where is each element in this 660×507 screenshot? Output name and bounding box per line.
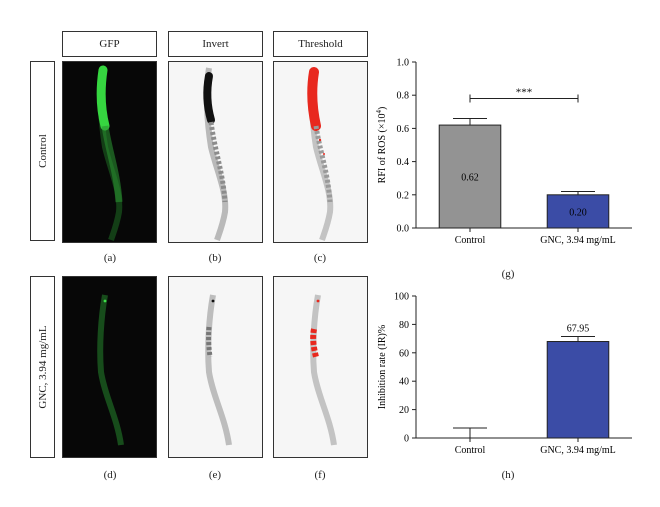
y-tick-label: 80 bbox=[399, 320, 409, 331]
caption-a: (a) bbox=[103, 252, 117, 264]
caption-f: (f) bbox=[314, 469, 326, 481]
row-label-control-text: Control bbox=[36, 134, 49, 168]
header-invert-label: Invert bbox=[202, 38, 229, 50]
y-tick-label: 0.0 bbox=[397, 224, 410, 235]
x-tick-label: Control bbox=[455, 235, 486, 246]
caption-d: (d) bbox=[103, 469, 117, 481]
bar bbox=[546, 194, 610, 229]
caption-b: (b) bbox=[208, 252, 222, 264]
y-tick-label: 0.8 bbox=[397, 91, 410, 102]
row-label-gnc-text: GNC, 3.94 mg/mL bbox=[36, 325, 49, 409]
y-axis-label: RFI of ROS (×104) bbox=[375, 107, 388, 184]
y-axis-label: Inhibition rate (IR)% bbox=[377, 325, 388, 409]
significance-label: *** bbox=[516, 87, 533, 99]
y-tick-label: 0.2 bbox=[397, 190, 410, 201]
image-threshold-gnc bbox=[273, 276, 368, 458]
header-invert: Invert bbox=[168, 31, 263, 57]
caption-h: (h) bbox=[501, 469, 515, 481]
x-tick-label: GNC, 3.94 mg/mL bbox=[540, 445, 616, 456]
caption-g: (g) bbox=[501, 268, 515, 280]
x-tick-label: Control bbox=[455, 445, 486, 456]
caption-c: (c) bbox=[313, 252, 327, 264]
data-label: 0.62 bbox=[461, 173, 479, 184]
bar bbox=[546, 341, 610, 439]
y-tick-label: 40 bbox=[399, 377, 409, 388]
y-axis-label-main: RFI of ROS (×10 bbox=[377, 114, 388, 184]
chart-ros: 0.0 0.2 0.4 0.6 0.8 1.0 RFI of ROS (×104) Contr… bbox=[375, 58, 632, 246]
y-tick-label: 0.6 bbox=[397, 124, 410, 135]
header-threshold: Threshold bbox=[273, 31, 368, 57]
image-gfp-gnc bbox=[62, 276, 157, 458]
y-tick-label: 0 bbox=[404, 434, 409, 445]
data-label: 67.95 bbox=[567, 324, 590, 335]
image-invert-gnc bbox=[168, 276, 263, 458]
y-tick-label: 0.4 bbox=[397, 157, 410, 168]
data-label: 0.20 bbox=[569, 207, 587, 218]
y-tick-label: 100 bbox=[394, 292, 409, 303]
header-gfp-label: GFP bbox=[99, 38, 120, 50]
y-axis-label-sup: 4 bbox=[375, 110, 383, 114]
chart-inhibition: 0 20 40 60 80 100 Inhibition rate (IR)% Control… bbox=[377, 292, 632, 456]
image-threshold-control bbox=[273, 61, 368, 243]
y-axis-label-end: ) bbox=[377, 107, 388, 110]
header-threshold-label: Threshold bbox=[298, 38, 343, 50]
header-gfp: GFP bbox=[62, 31, 157, 57]
image-invert-control bbox=[168, 61, 263, 243]
x-tick-label: GNC, 3.94 mg/mL bbox=[540, 235, 616, 246]
caption-e: (e) bbox=[208, 469, 222, 481]
y-tick-label: 20 bbox=[399, 405, 409, 416]
row-label-gnc: GNC, 3.94 mg/mL bbox=[30, 276, 55, 458]
y-tick-label: 1.0 bbox=[397, 58, 410, 69]
y-tick-label: 60 bbox=[399, 348, 409, 359]
image-gfp-control bbox=[62, 61, 157, 243]
row-label-control: Control bbox=[30, 61, 55, 241]
